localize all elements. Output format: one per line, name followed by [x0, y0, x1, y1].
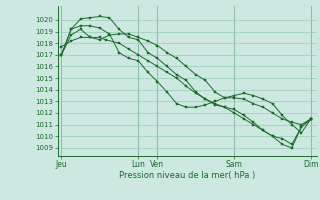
X-axis label: Pression niveau de la mer( hPa ): Pression niveau de la mer( hPa ): [119, 171, 255, 180]
